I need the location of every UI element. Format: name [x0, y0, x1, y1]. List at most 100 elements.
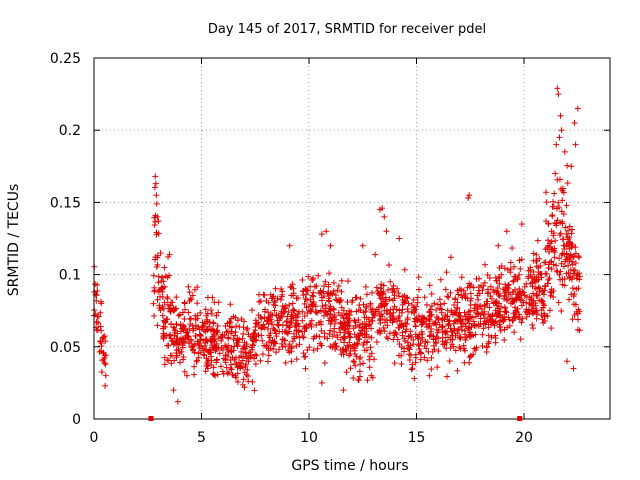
data-point — [290, 290, 297, 297]
data-point — [258, 324, 265, 331]
data-point — [343, 347, 350, 354]
data-point — [444, 293, 451, 300]
data-point — [498, 303, 505, 310]
data-point — [264, 317, 271, 324]
data-point — [509, 245, 516, 252]
data-point — [151, 288, 158, 295]
data-point — [437, 276, 444, 283]
data-point — [234, 364, 241, 371]
data-point — [202, 306, 209, 313]
data-point — [321, 359, 328, 366]
data-point — [547, 289, 554, 296]
data-point — [276, 328, 283, 335]
data-point — [393, 331, 400, 338]
data-point — [253, 352, 260, 359]
data-point — [273, 333, 280, 340]
data-point — [507, 291, 514, 298]
data-point — [569, 226, 576, 233]
data-point — [265, 309, 272, 316]
data-point — [327, 242, 334, 249]
data-point — [96, 348, 103, 355]
data-point — [511, 313, 518, 320]
data-point — [433, 333, 440, 340]
data-point — [273, 349, 280, 356]
data-point — [451, 301, 458, 308]
data-point — [317, 307, 324, 314]
data-point — [343, 369, 350, 376]
data-point — [251, 387, 258, 394]
data-point — [552, 237, 559, 244]
data-point — [426, 282, 433, 289]
data-point — [241, 384, 248, 391]
data-point — [554, 85, 561, 92]
data-point — [192, 322, 199, 329]
data-point — [166, 251, 173, 258]
data-point — [95, 320, 102, 327]
data-point — [482, 321, 489, 328]
data-point — [356, 355, 363, 362]
data-point — [154, 213, 161, 220]
data-point — [272, 330, 279, 337]
data-point — [533, 251, 540, 258]
data-point — [320, 283, 327, 290]
data-point — [399, 329, 406, 336]
data-point — [434, 329, 441, 336]
data-point — [445, 318, 452, 325]
data-point — [278, 286, 285, 293]
data-point — [553, 141, 560, 148]
data-point — [308, 307, 315, 314]
data-point — [183, 329, 190, 336]
data-point — [286, 242, 293, 249]
data-point — [550, 232, 557, 239]
data-point — [565, 227, 572, 234]
data-point — [465, 195, 472, 202]
data-point — [480, 282, 487, 289]
data-point — [531, 273, 538, 280]
data-point — [221, 332, 228, 339]
data-point — [335, 282, 342, 289]
data-point — [396, 235, 403, 242]
data-point — [187, 321, 194, 328]
data-point — [494, 288, 501, 295]
data-point — [351, 358, 358, 365]
data-point — [390, 336, 397, 343]
data-point — [331, 328, 338, 335]
data-point — [435, 316, 442, 323]
data-point — [97, 309, 104, 316]
data-point — [561, 282, 568, 289]
data-point — [210, 371, 217, 378]
data-point — [430, 342, 437, 349]
data-point — [356, 330, 363, 337]
data-point — [456, 309, 463, 316]
data-point — [398, 352, 405, 359]
data-point — [209, 333, 216, 340]
data-point — [427, 306, 434, 313]
data-point — [296, 341, 303, 348]
data-point — [399, 294, 406, 301]
data-point — [387, 278, 394, 285]
data-point — [446, 358, 453, 365]
data-point — [169, 299, 176, 306]
data-point — [556, 255, 563, 262]
data-point — [272, 302, 279, 309]
data-point — [263, 297, 270, 304]
data-point — [293, 343, 300, 350]
data-point — [391, 288, 398, 295]
data-point — [283, 318, 290, 325]
data-point — [502, 281, 509, 288]
data-point — [293, 327, 300, 334]
data-point — [288, 345, 295, 352]
data-point — [202, 328, 209, 335]
data-point — [501, 290, 508, 297]
data-point — [458, 287, 465, 294]
data-point — [203, 312, 210, 319]
data-point — [281, 337, 288, 344]
gap-marker — [148, 416, 154, 421]
data-point — [371, 356, 378, 363]
data-point — [571, 312, 578, 319]
data-point — [421, 294, 428, 301]
data-point — [261, 314, 268, 321]
data-point — [455, 291, 462, 298]
data-point — [576, 308, 583, 315]
data-point — [540, 319, 547, 326]
